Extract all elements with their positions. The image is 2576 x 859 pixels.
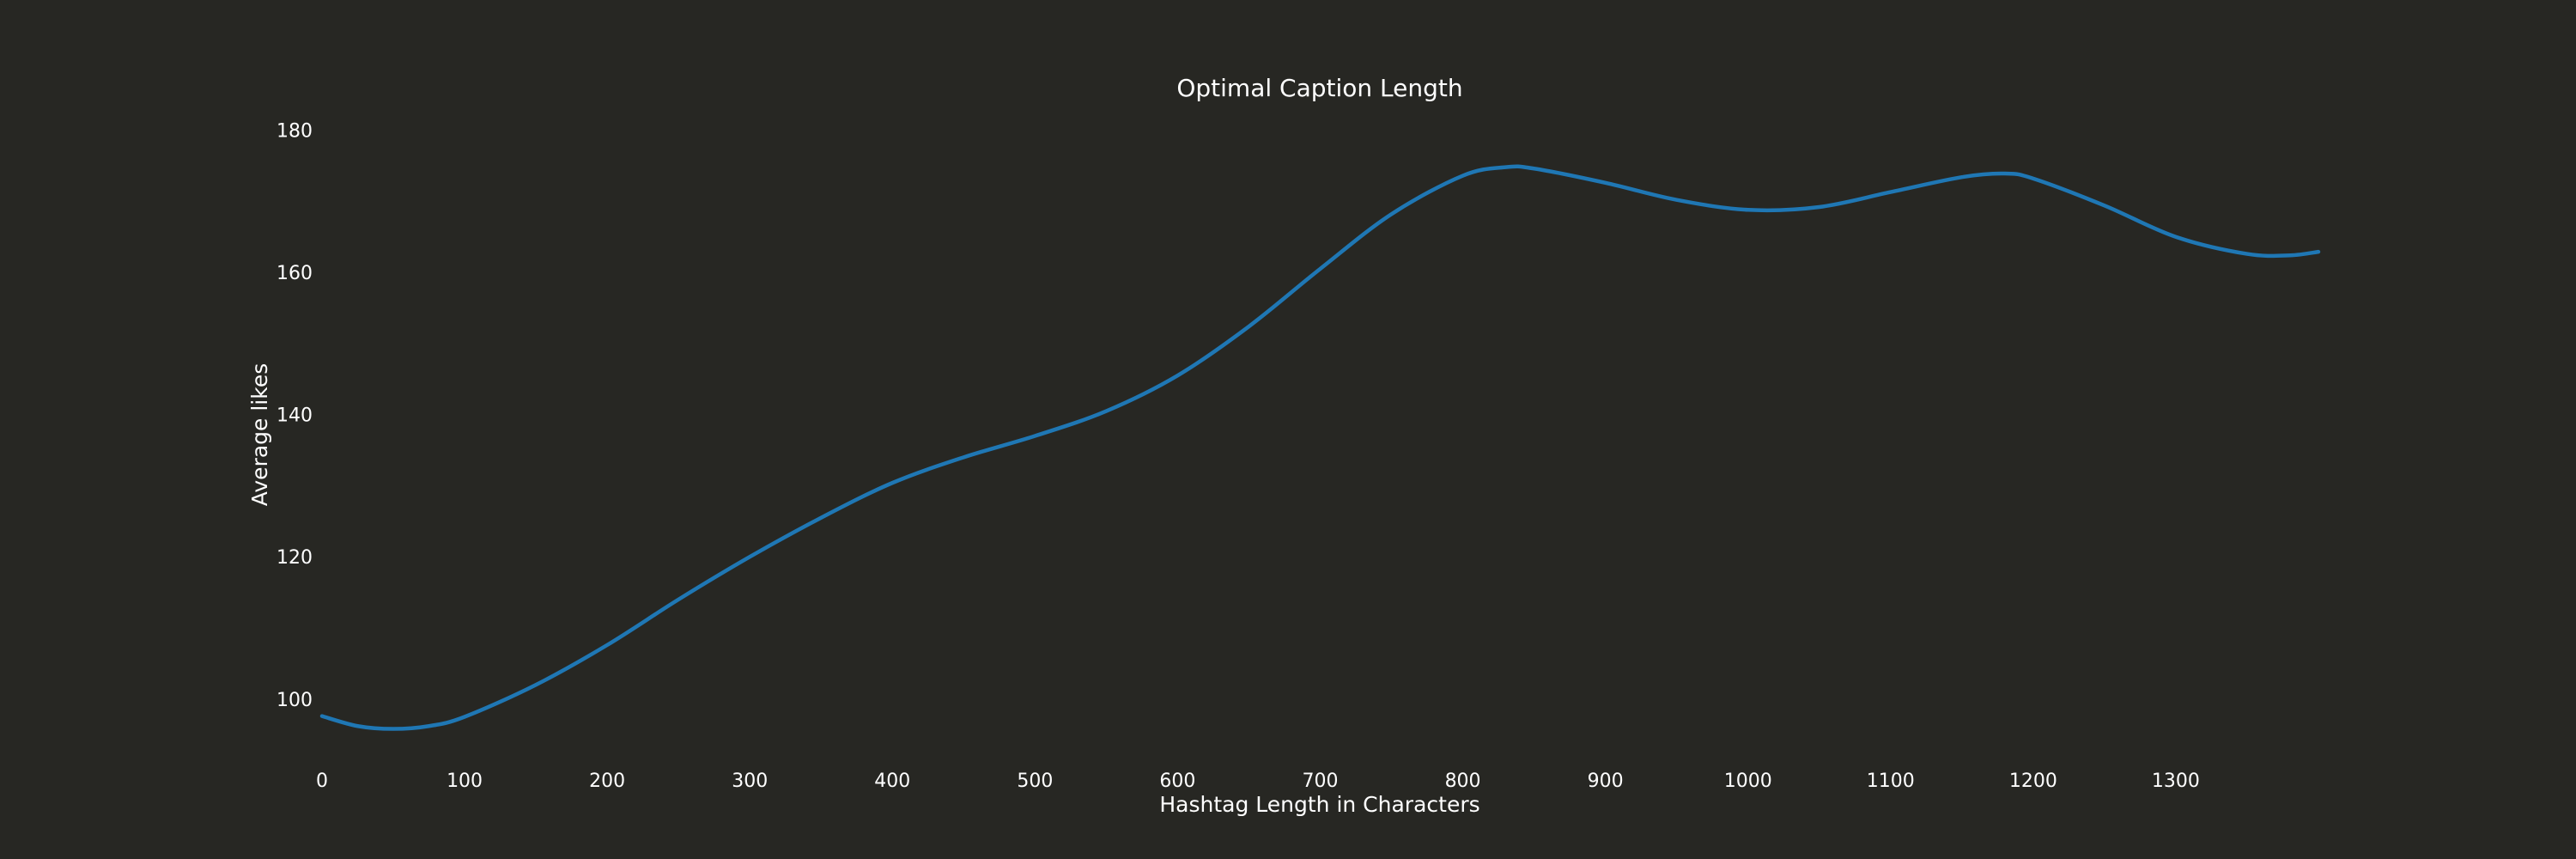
series-group <box>319 164 2321 731</box>
x-tick-label: 1000 <box>1724 771 1772 792</box>
x-tick-label: 1200 <box>2009 771 2057 792</box>
x-tick-label: 700 <box>1303 771 1339 792</box>
chart-title: Optimal Caption Length <box>1176 74 1462 102</box>
y-tick-label: 180 <box>276 121 313 143</box>
x-tick-label: 1300 <box>2152 771 2200 792</box>
y-tick-label: 160 <box>276 263 313 284</box>
x-tick-label: 400 <box>874 771 910 792</box>
x-axis-ticks: 0 100 200 300 400 500 600 700 800 900 1000 1100 1200… <box>316 771 2200 792</box>
x-tick-label: 600 <box>1159 771 1195 792</box>
y-tick-label: 140 <box>276 405 313 427</box>
series-line <box>319 164 2321 731</box>
x-tick-label: 0 <box>316 771 328 792</box>
x-tick-label: 500 <box>1017 771 1053 792</box>
x-tick-label: 300 <box>732 771 768 792</box>
y-axis-ticks: 100 120 140 160 180 <box>276 121 313 711</box>
y-axis-label: Average likes <box>247 363 272 507</box>
y-tick-label: 100 <box>276 690 313 711</box>
x-tick-label: 100 <box>447 771 483 792</box>
x-tick-label: 1100 <box>1867 771 1915 792</box>
y-tick-label: 120 <box>276 547 313 569</box>
x-tick-label: 800 <box>1445 771 1481 792</box>
x-tick-label: 200 <box>589 771 625 792</box>
x-axis-label: Hashtag Length in Characters <box>1159 792 1479 817</box>
x-tick-label: 900 <box>1588 771 1624 792</box>
